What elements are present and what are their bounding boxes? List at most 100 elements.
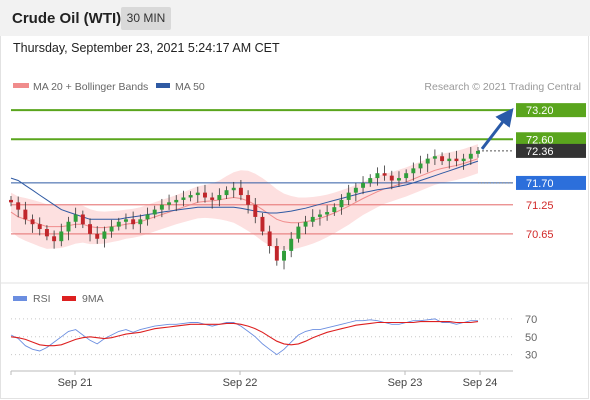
credit-label: Research © 2021 Trading Central (424, 81, 581, 93)
candle-body (389, 175, 394, 181)
rsi-ma-legend-label: 9MA (82, 293, 104, 305)
resistance-level-label: 72.60 (526, 134, 554, 146)
x-tick-label: Sep 23 (388, 377, 423, 389)
rsi-legend-swatch (13, 296, 27, 301)
candle-body (253, 204, 258, 217)
candle-body (37, 224, 42, 230)
candle-body (224, 190, 229, 196)
x-tick-label: Sep 22 (223, 377, 258, 389)
instrument-title: Crude Oil (WTI) (12, 10, 122, 27)
candle-body (274, 246, 279, 261)
x-tick-label: Sep 21 (58, 377, 93, 389)
candle-body (368, 178, 373, 183)
bollinger-legend-label: MA 20 + Bollinger Bands (33, 81, 148, 93)
projection-arrow (480, 108, 514, 150)
timeframe-badge[interactable]: 30 MIN (121, 7, 171, 30)
candle-body (16, 202, 21, 210)
candle-body (52, 236, 57, 242)
candle-body (152, 209, 157, 215)
candle-body (188, 195, 193, 198)
candle-body (9, 199, 13, 203)
candle-body (109, 226, 114, 232)
candle-body (23, 209, 28, 220)
candle-body (123, 219, 128, 222)
candle-body (461, 158, 466, 162)
rsi-ma-legend-swatch (62, 296, 76, 301)
candle-body (418, 163, 423, 169)
resistance-level-label: 73.20 (526, 105, 554, 117)
current-price-tag (516, 143, 586, 158)
pivot-level-tag (516, 175, 586, 190)
rsi-tick-70: 70 (525, 314, 537, 326)
candle-body (339, 199, 344, 208)
support-level-label: 71.25 (526, 200, 554, 212)
rsi-legend-label: RSI (33, 293, 51, 305)
candle-body (260, 216, 265, 232)
candle-body (59, 231, 64, 242)
candle-body (375, 173, 380, 179)
candle-body (432, 156, 437, 159)
candle-body (310, 216, 315, 222)
candle-body (447, 158, 452, 162)
candle-body (296, 226, 301, 239)
chart-frame (0, 36, 589, 399)
candle-body (44, 229, 49, 237)
candle-body (217, 195, 222, 200)
candle-body (231, 187, 236, 191)
candle-body (174, 199, 179, 203)
ma50-legend-label: MA 50 (175, 81, 205, 93)
candle-body (411, 168, 416, 174)
candle-body (332, 207, 337, 213)
candle-body (167, 202, 172, 205)
candle-body (440, 156, 445, 162)
header-bar: Crude Oil (WTI) 30 MIN (0, 0, 590, 36)
candle-body (317, 214, 322, 217)
support-level-label: 70.65 (526, 229, 554, 241)
candle-body (425, 158, 430, 164)
pivot-level-label: 71.70 (526, 178, 554, 190)
candle-body (468, 153, 473, 159)
resistance-level-tag (516, 132, 586, 147)
ma50-line (10, 160, 479, 220)
candle-body (30, 219, 35, 225)
rsi-series-9MA (10, 321, 479, 347)
candle-body (289, 238, 294, 251)
candle-body (145, 214, 150, 220)
candle-body (195, 192, 200, 196)
candle-body (95, 233, 100, 239)
resistance-level-tag (516, 103, 586, 118)
candle-body (282, 250, 286, 261)
candle-body (404, 173, 409, 179)
ma50-legend-swatch (156, 83, 170, 88)
candle-body (116, 221, 121, 227)
candle-body (159, 204, 164, 210)
candle-body (303, 221, 308, 227)
candle-body (476, 150, 480, 154)
candle-body (454, 158, 459, 162)
candle-body (246, 195, 251, 205)
candle-body (396, 178, 401, 181)
candle-body (181, 197, 186, 200)
rsi-tick-30: 30 (525, 350, 537, 362)
rsi-tick-50: 50 (525, 332, 537, 344)
candle-body (267, 231, 272, 247)
candle-body (88, 224, 93, 234)
current-price-label: 72.36 (526, 146, 554, 158)
candle-body (353, 187, 358, 193)
candle-body (138, 219, 143, 225)
candle-body (361, 182, 366, 188)
rsi-series-RSI (10, 318, 478, 356)
candle-body (210, 197, 215, 200)
candle-body (80, 214, 85, 225)
candle-body (131, 219, 136, 225)
bollinger-legend-swatch (13, 83, 29, 88)
candle-body (346, 192, 351, 200)
candle-body (66, 221, 71, 232)
candle-body (325, 212, 330, 215)
candle-body (102, 231, 107, 239)
candle-body (73, 214, 78, 222)
x-tick-label: Sep 24 (463, 377, 498, 389)
report-datetime: Thursday, September 23, 2021 5:24:17 AM … (13, 41, 280, 55)
candle-body (382, 173, 387, 176)
